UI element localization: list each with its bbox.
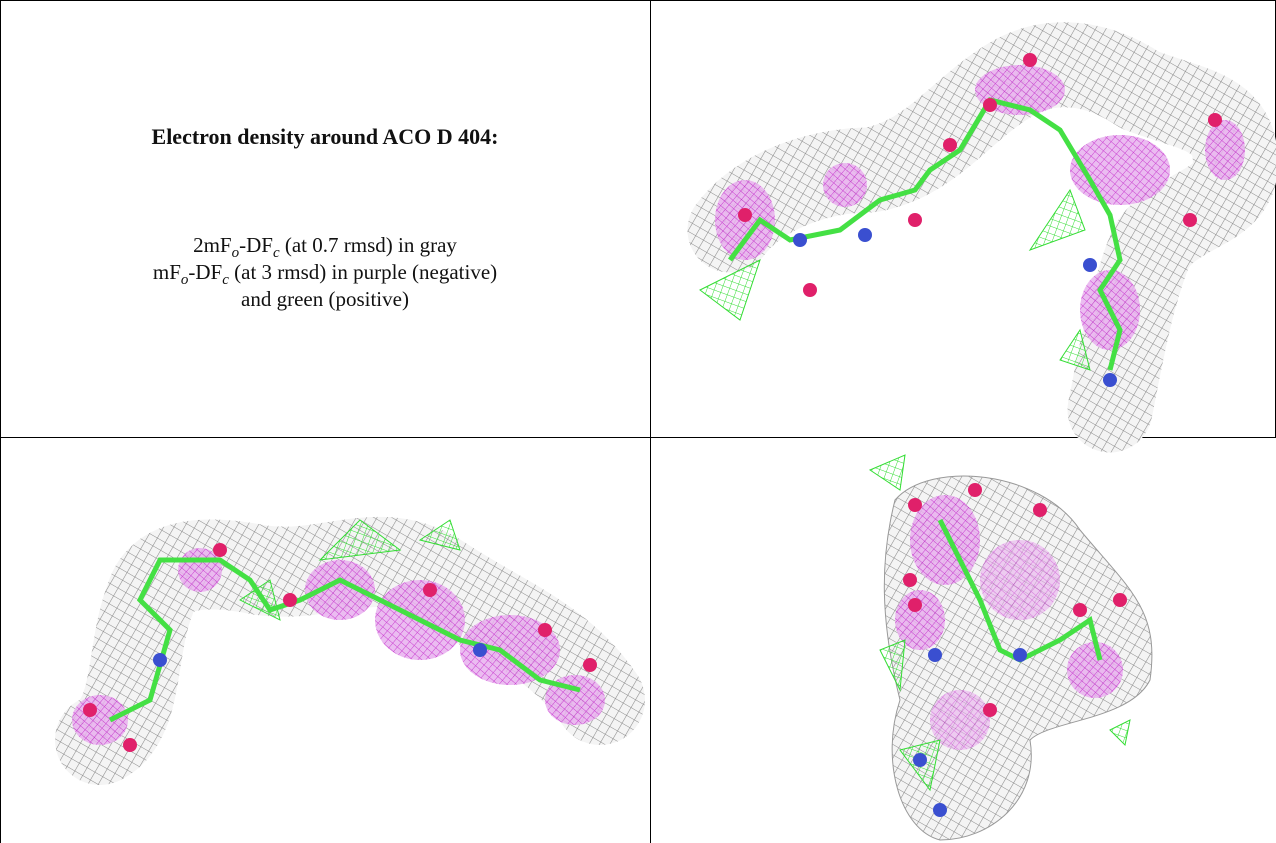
caption-title: Electron density around ACO D 404: bbox=[152, 124, 499, 149]
caption-text: -DF bbox=[239, 233, 273, 257]
subscript: c bbox=[273, 245, 280, 261]
density-panel bbox=[687, 22, 1276, 453]
caption-text: 2mF bbox=[193, 233, 232, 257]
caption-text: mF bbox=[153, 260, 181, 284]
caption-line: mFo-DFc (at 3 rmsd) in purple (negative) bbox=[153, 260, 497, 288]
density-panel bbox=[55, 516, 645, 785]
caption-text: (at 0.7 rmsd) in gray bbox=[280, 233, 458, 257]
subscript: c bbox=[222, 272, 229, 288]
caption-text: -DF bbox=[188, 260, 222, 284]
caption: Electron density around ACO D 404: 2mFo-… bbox=[152, 124, 499, 311]
caption-text: (at 3 rmsd) in purple (negative) bbox=[229, 260, 497, 284]
subscript: o bbox=[181, 272, 189, 288]
caption-text: and green (positive) bbox=[241, 287, 409, 311]
density-panel bbox=[868, 454, 1153, 841]
caption-line: and green (positive) bbox=[241, 287, 409, 311]
caption-line: 2mFo-DFc (at 0.7 rmsd) in gray bbox=[193, 233, 457, 261]
subscript: o bbox=[232, 245, 240, 261]
